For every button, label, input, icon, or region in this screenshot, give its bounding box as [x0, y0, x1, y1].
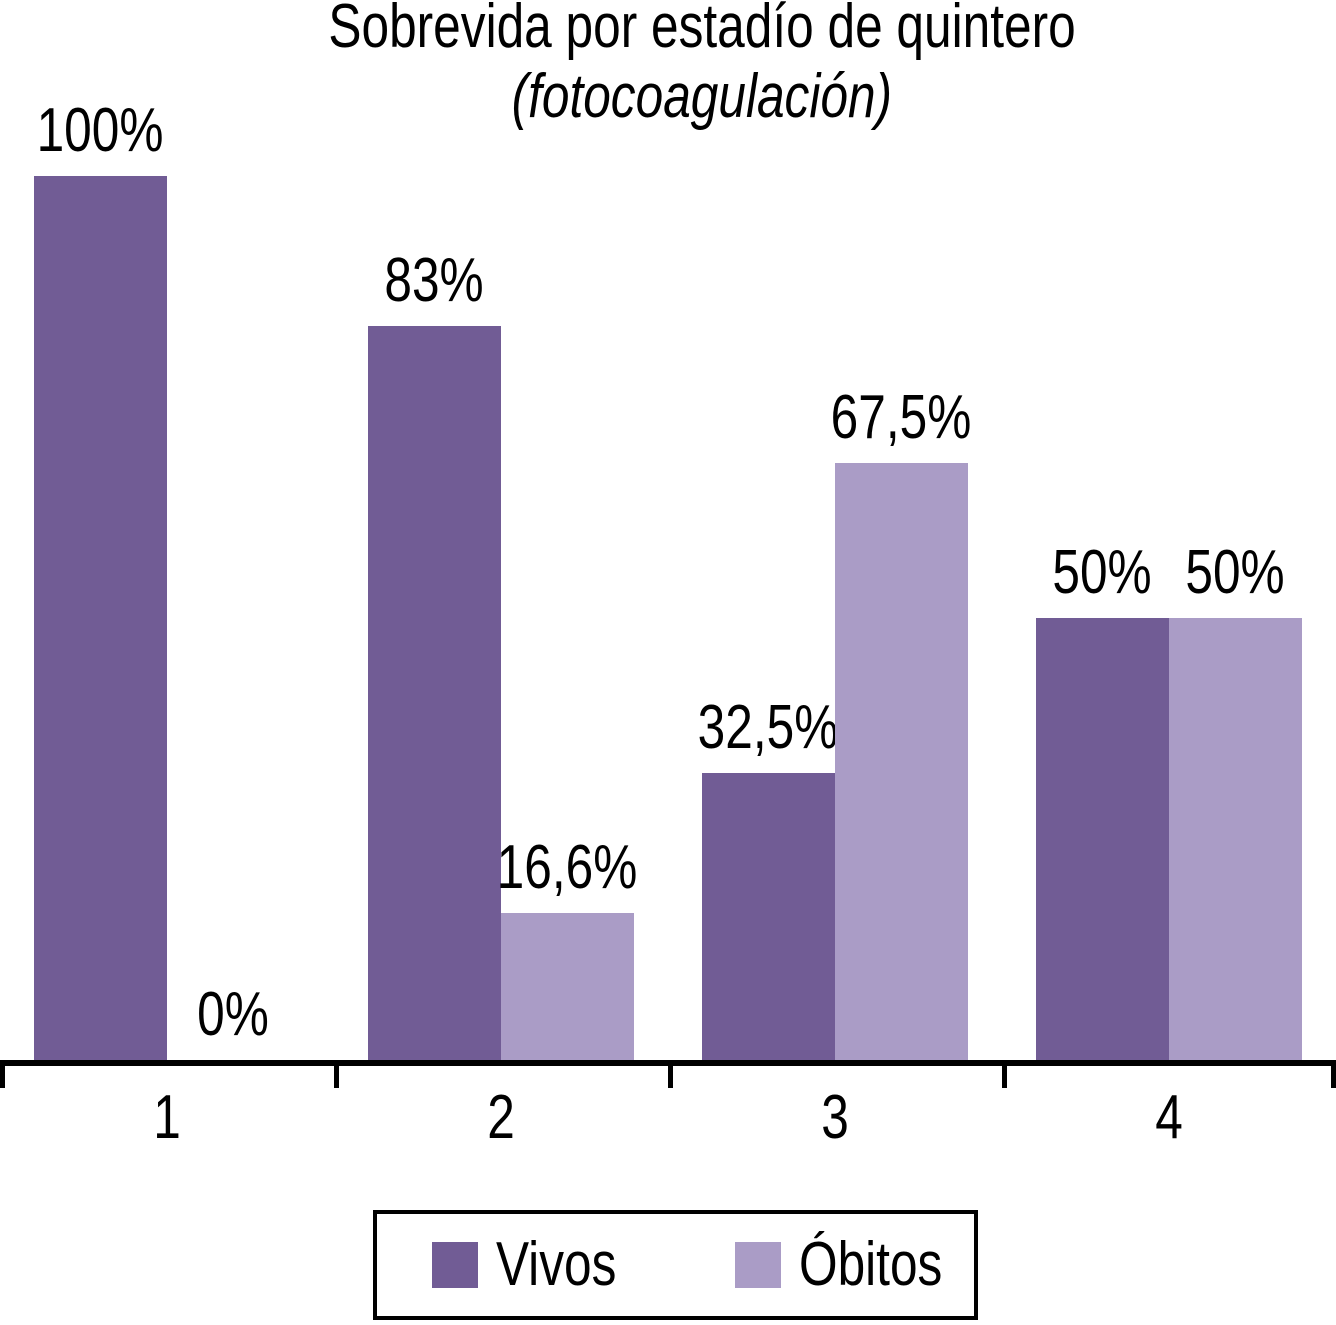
x-axis-tick	[1002, 1060, 1007, 1088]
x-axis-tick	[334, 1060, 339, 1088]
legend-label-vivos: Vivos	[496, 1230, 617, 1299]
x-axis-tick	[0, 1060, 5, 1088]
bar-obitos-3	[834, 463, 968, 1060]
bar-vivos-2	[367, 326, 501, 1060]
bar-value-label-vivos-1: 100%	[36, 96, 164, 165]
legend-item-vivos: Vivos	[432, 1234, 647, 1296]
legend: Vivos Óbitos	[373, 1210, 978, 1320]
x-axis-category-2: 2	[487, 1083, 515, 1152]
bar-vivos-3	[701, 773, 835, 1060]
x-axis-category-4: 4	[1155, 1083, 1183, 1152]
x-axis-tick	[668, 1060, 673, 1088]
x-axis-line	[0, 1060, 1336, 1066]
legend-item-obitos: Óbitos	[735, 1234, 978, 1296]
x-axis-tick	[1331, 1060, 1336, 1088]
chart-header: Sobrevida por estadío de quintero (fotoc…	[0, 0, 1336, 128]
legend-label-obitos: Óbitos	[799, 1230, 943, 1299]
bar-value-label-obitos-2: 16,6%	[496, 833, 638, 902]
bar-value-label-obitos-4: 50%	[1185, 538, 1285, 607]
bar-vivos-4	[1035, 618, 1169, 1060]
bar-obitos-2	[500, 913, 634, 1060]
chart-title: Sobrevida por estadío de quintero	[68, 0, 1336, 58]
vivos-color-swatch	[432, 1242, 478, 1288]
chart-title-text: Sobrevida por estadío de quintero	[328, 0, 1076, 61]
obitos-color-swatch	[735, 1242, 781, 1288]
bar-value-label-obitos-1: 0%	[197, 980, 269, 1049]
x-axis-category-3: 3	[821, 1083, 849, 1152]
bar-value-label-vivos-2: 83%	[384, 246, 484, 315]
bar-obitos-4	[1168, 618, 1302, 1060]
bar-value-label-vivos-3: 32,5%	[697, 693, 839, 762]
bar-vivos-1	[33, 176, 167, 1060]
chart-subtitle-text: (fotocoagulación)	[511, 62, 893, 131]
chart-subtitle: (fotocoagulación)	[68, 66, 1336, 128]
x-axis-category-1: 1	[153, 1083, 181, 1152]
bar-value-label-obitos-3: 67,5%	[830, 383, 972, 452]
bar-value-label-vivos-4: 50%	[1052, 538, 1152, 607]
